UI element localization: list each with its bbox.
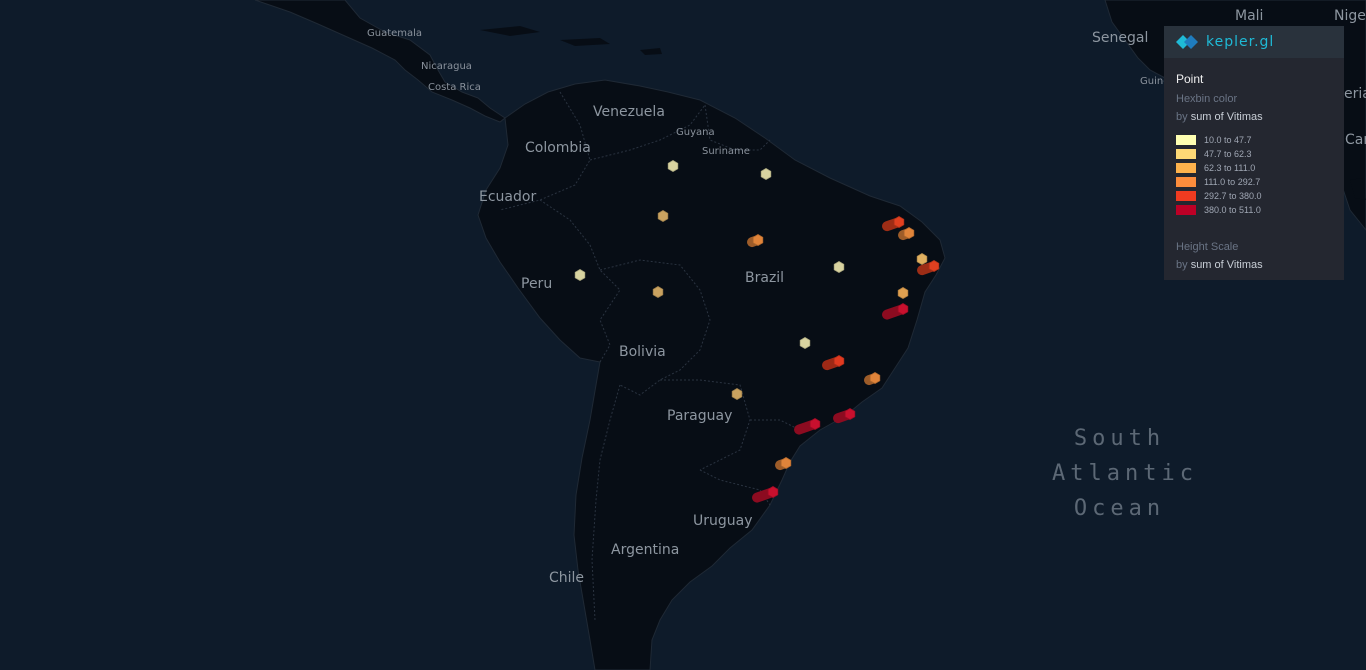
country-label-senegal: Senegal bbox=[1092, 30, 1149, 46]
caribbean-island bbox=[480, 26, 540, 36]
legend-items: 10.0 to 47.7 47.7 to 62.3 62.3 to 111.0 … bbox=[1176, 133, 1332, 217]
country-label-venezuela: Venezuela bbox=[593, 104, 665, 120]
ocean-label: South Atlantic Ocean bbox=[1052, 421, 1198, 526]
legend-swatch bbox=[1176, 177, 1196, 187]
country-label-guatemala: Guatemala bbox=[367, 28, 423, 39]
legend-swatch bbox=[1176, 135, 1196, 145]
legend-range: 111.0 to 292.7 bbox=[1204, 177, 1261, 187]
country-label-argentina: Argentina bbox=[611, 542, 680, 558]
by-word: by bbox=[1176, 259, 1188, 271]
country-label-peru: Peru bbox=[521, 276, 553, 292]
legend-header: kepler.gl bbox=[1164, 26, 1344, 58]
legend-item: 380.0 to 511.0 bbox=[1176, 203, 1332, 217]
legend-item: 10.0 to 47.7 bbox=[1176, 133, 1332, 147]
height-scale-title: Height Scale bbox=[1176, 241, 1239, 253]
kepler-logo-icon bbox=[1176, 35, 1198, 49]
legend-swatch bbox=[1176, 149, 1196, 159]
ocean-label-line: Ocean bbox=[1073, 496, 1166, 521]
country-label-niger: Nige bbox=[1334, 8, 1366, 24]
country-label-nicaragua: Nicaragua bbox=[421, 61, 472, 72]
by-word: by bbox=[1176, 111, 1188, 123]
country-label-chile: Chile bbox=[549, 570, 585, 586]
ocean-label-line: Atlantic bbox=[1052, 461, 1198, 486]
central-america-landmass bbox=[254, 0, 506, 123]
color-by: by sum of Vitimas bbox=[1176, 111, 1332, 123]
country-label-cameroon: Car bbox=[1345, 132, 1366, 148]
brand-title: kepler.gl bbox=[1206, 34, 1275, 50]
country-label-costa-rica: Costa Rica bbox=[428, 82, 481, 93]
country-label-colombia: Colombia bbox=[525, 140, 591, 156]
legend-swatch bbox=[1176, 205, 1196, 215]
country-label-guinea: Guine bbox=[1140, 76, 1170, 87]
legend-range: 292.7 to 380.0 bbox=[1204, 191, 1262, 201]
country-label-paraguay: Paraguay bbox=[667, 408, 733, 424]
legend-swatch bbox=[1176, 191, 1196, 201]
country-label-uruguay: Uruguay bbox=[693, 513, 753, 529]
country-label-guyana: Guyana bbox=[676, 127, 715, 138]
country-label-ecuador: Ecuador bbox=[479, 189, 537, 205]
legend-range: 62.3 to 111.0 bbox=[1204, 163, 1256, 173]
height-field: sum of Vitimas bbox=[1190, 259, 1263, 271]
layer-name: Point bbox=[1176, 72, 1204, 86]
country-label-bolivia: Bolivia bbox=[619, 344, 666, 360]
country-label-brazil: Brazil bbox=[745, 270, 785, 286]
legend-range: 10.0 to 47.7 bbox=[1204, 135, 1252, 145]
africa-island bbox=[1350, 178, 1366, 200]
color-title: Hexbin color bbox=[1176, 93, 1238, 105]
country-label-mali: Mali bbox=[1235, 8, 1264, 24]
caribbean-island bbox=[640, 48, 662, 55]
legend-item: 111.0 to 292.7 bbox=[1176, 175, 1332, 189]
caribbean-island bbox=[560, 38, 610, 46]
legend-item: 292.7 to 380.0 bbox=[1176, 189, 1332, 203]
legend-item: 62.3 to 111.0 bbox=[1176, 161, 1332, 175]
map-legend: kepler.gl Point Hexbin color by sum of V… bbox=[1164, 26, 1344, 280]
legend-swatch bbox=[1176, 163, 1196, 173]
country-label-suriname: Suriname bbox=[702, 146, 750, 157]
color-field: sum of Vitimas bbox=[1190, 111, 1263, 123]
legend-item: 47.7 to 62.3 bbox=[1176, 147, 1332, 161]
legend-range: 47.7 to 62.3 bbox=[1204, 149, 1252, 159]
height-by: by sum of Vitimas bbox=[1176, 259, 1332, 271]
country-label-liberia: eria bbox=[1344, 86, 1366, 102]
country-borders bbox=[499, 91, 801, 621]
ocean-label-line: South bbox=[1073, 426, 1166, 451]
legend-range: 380.0 to 511.0 bbox=[1204, 205, 1261, 215]
